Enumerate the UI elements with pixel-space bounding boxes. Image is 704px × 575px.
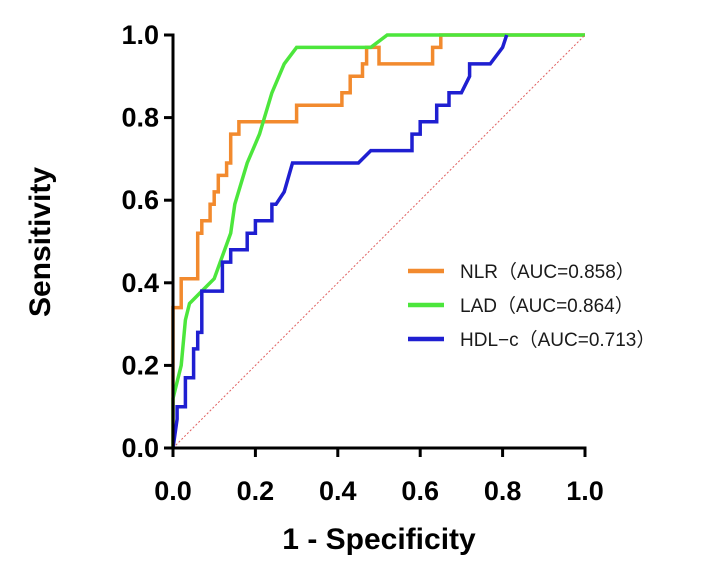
y-tick-label: 0.2 bbox=[121, 350, 159, 380]
x-tick-label: 0.0 bbox=[154, 476, 192, 506]
x-tick-label: 0.4 bbox=[319, 476, 357, 506]
y-tick-label: 0.0 bbox=[121, 433, 159, 463]
plot-lines bbox=[171, 33, 586, 449]
legend-label: HDL−c（AUC=0.713） bbox=[460, 329, 655, 351]
y-axis-title: Sensitivity bbox=[24, 167, 57, 317]
reference-diagonal-line bbox=[172, 34, 586, 449]
legend: NLR（AUC=0.858） LAD（AUC=0.864） HDL−c（AUC=0.… bbox=[408, 261, 655, 351]
series-line-0 bbox=[171, 33, 585, 448]
y-tick-label: 0.4 bbox=[121, 268, 159, 298]
x-tick-label: 1.0 bbox=[566, 476, 604, 506]
y-tick-label: 0.6 bbox=[121, 185, 159, 215]
legend-label: NLR（AUC=0.858） bbox=[460, 261, 635, 283]
x-tick-label: 0.2 bbox=[237, 476, 275, 506]
series-line-2 bbox=[171, 34, 509, 449]
series-line-1 bbox=[171, 33, 585, 448]
axes: 0.0 0.2 0.4 0.6 0.8 1.0 0.0 0.2 0.4 0.6 0.8 1.0 bbox=[121, 20, 603, 506]
legend-label: LAD（AUC=0.864） bbox=[460, 295, 634, 317]
x-tick-label: 0.8 bbox=[484, 476, 522, 506]
x-tick-label: 0.6 bbox=[401, 476, 439, 506]
y-tick-label: 0.8 bbox=[121, 103, 159, 133]
x-axis-title: 1 - Specificity bbox=[282, 523, 476, 556]
y-tick-label: 1.0 bbox=[121, 20, 159, 50]
